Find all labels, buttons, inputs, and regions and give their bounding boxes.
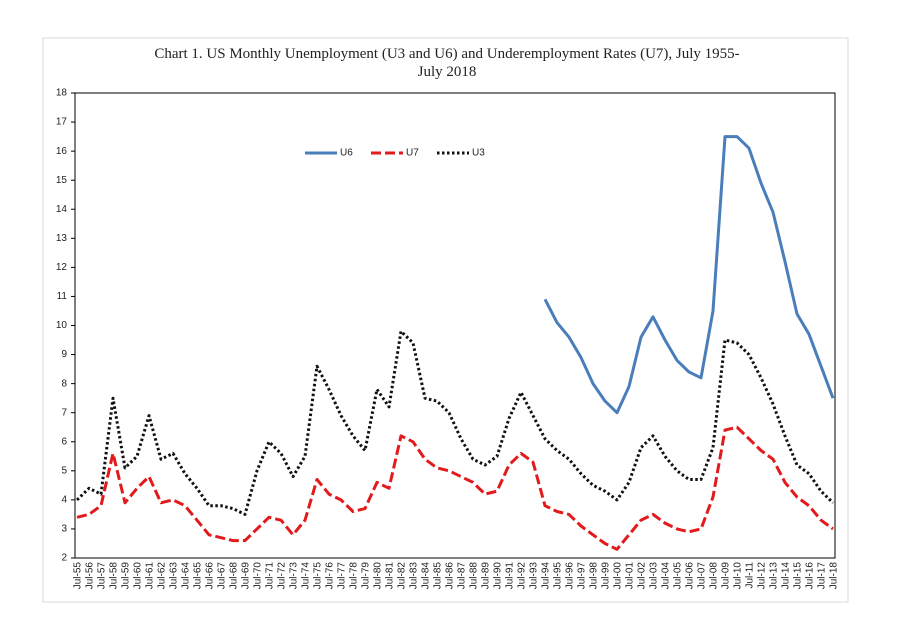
x-tick-label: Jul-94 <box>541 562 552 590</box>
x-tick-label: Jul-00 <box>613 562 624 590</box>
legend-label: U7 <box>406 148 419 159</box>
series-line <box>543 135 835 415</box>
y-tick-label: 12 <box>56 262 68 273</box>
x-tick-label: Jul-72 <box>277 562 288 590</box>
y-tick-label: 10 <box>56 320 68 331</box>
x-tick-label: Jul-58 <box>109 562 120 590</box>
x-tick-label: Jul-93 <box>529 562 540 590</box>
x-tick-label: Jul-12 <box>757 562 768 590</box>
x-tick-label: Jul-13 <box>769 562 780 590</box>
x-tick-label: Jul-62 <box>157 562 168 590</box>
y-tick-label: 5 <box>61 465 67 476</box>
x-tick-label: Jul-87 <box>457 562 468 590</box>
x-tick-label: Jul-73 <box>289 562 300 590</box>
legend-label: U3 <box>472 148 485 159</box>
x-tick-label: Jul-82 <box>397 562 408 590</box>
x-tick-label: Jul-97 <box>577 562 588 590</box>
x-tick-label: Jul-92 <box>517 562 528 590</box>
series-line <box>76 425 834 551</box>
x-tick-label: Jul-65 <box>193 562 204 590</box>
y-tick-label: 6 <box>61 436 67 447</box>
x-tick-label: Jul-60 <box>133 562 144 590</box>
x-tick-label: Jul-01 <box>625 562 636 590</box>
x-tick-label: Jul-59 <box>121 562 132 590</box>
x-tick-label: Jul-89 <box>481 562 492 590</box>
x-tick-label: Jul-07 <box>697 562 708 590</box>
x-tick-label: Jul-77 <box>337 562 348 590</box>
x-tick-label: Jul-11 <box>745 562 756 589</box>
x-tick-label: Jul-76 <box>325 562 336 590</box>
x-tick-label: Jul-85 <box>433 562 444 590</box>
x-tick-label: Jul-91 <box>505 562 516 590</box>
y-tick-label: 7 <box>61 407 67 418</box>
x-tick-label: Jul-63 <box>169 562 180 590</box>
x-tick-label: Jul-88 <box>469 562 480 590</box>
x-tick-label: Jul-06 <box>685 562 696 590</box>
x-tick-label: Jul-66 <box>205 562 216 590</box>
x-tick-label: Jul-81 <box>385 562 396 590</box>
y-tick-label: 4 <box>61 495 67 506</box>
x-tick-label: Jul-70 <box>253 562 264 590</box>
x-tick-label: Jul-18 <box>829 562 840 590</box>
x-tick-label: Jul-68 <box>229 562 240 590</box>
chart-title: Chart 1. US Monthly Unemployment (U3 and… <box>154 46 739 62</box>
y-tick-label: 18 <box>56 88 68 99</box>
x-tick-label: Jul-99 <box>601 562 612 590</box>
x-tick-label: Jul-64 <box>181 562 192 590</box>
x-tick-label: Jul-61 <box>145 562 156 590</box>
y-tick-label: 8 <box>61 378 67 389</box>
x-tick-label: Jul-80 <box>373 562 384 590</box>
x-tick-label: Jul-56 <box>85 562 96 590</box>
x-tick-label: Jul-98 <box>589 562 600 590</box>
y-tick-label: 16 <box>56 146 68 157</box>
x-tick-label: Jul-10 <box>733 562 744 590</box>
x-tick-label: Jul-05 <box>673 562 684 590</box>
x-tick-label: Jul-17 <box>817 562 828 590</box>
x-tick-label: Jul-16 <box>805 562 816 590</box>
x-tick-label: Jul-75 <box>313 562 324 590</box>
x-tick-label: Jul-67 <box>217 562 228 590</box>
x-tick-label: Jul-69 <box>241 562 252 590</box>
y-tick-label: 9 <box>61 349 67 360</box>
legend-label: U6 <box>340 148 353 159</box>
x-tick-label: Jul-90 <box>493 562 504 590</box>
x-tick-label: Jul-55 <box>73 562 84 590</box>
x-tick-label: Jul-09 <box>721 562 732 590</box>
x-tick-label: Jul-74 <box>301 562 312 590</box>
x-tick-label: Jul-08 <box>709 562 720 590</box>
x-tick-label: Jul-78 <box>349 562 360 590</box>
x-tick-label: Jul-86 <box>445 562 456 590</box>
x-tick-label: Jul-83 <box>409 562 420 590</box>
x-tick-label: Jul-96 <box>565 562 576 590</box>
y-tick-label: 3 <box>61 524 67 535</box>
y-tick-label: 15 <box>56 175 68 186</box>
y-tick-label: 17 <box>56 117 68 128</box>
x-tick-label: Jul-15 <box>793 562 804 590</box>
x-tick-label: Jul-02 <box>637 562 648 590</box>
x-tick-label: Jul-79 <box>361 562 372 590</box>
x-tick-label: Jul-03 <box>649 562 660 590</box>
y-tick-label: 13 <box>56 233 68 244</box>
y-tick-label: 2 <box>61 553 67 564</box>
x-tick-label: Jul-84 <box>421 562 432 590</box>
chart-frame <box>42 37 849 603</box>
x-tick-label: Jul-95 <box>553 562 564 590</box>
x-tick-label: Jul-14 <box>781 562 792 590</box>
x-tick-label: Jul-71 <box>265 562 276 590</box>
x-tick-label: Jul-04 <box>661 562 672 590</box>
y-tick-label: 14 <box>56 204 68 215</box>
y-tick-label: 11 <box>57 291 68 302</box>
chart-title: July 2018 <box>418 64 477 80</box>
x-tick-label: Jul-57 <box>97 562 108 590</box>
